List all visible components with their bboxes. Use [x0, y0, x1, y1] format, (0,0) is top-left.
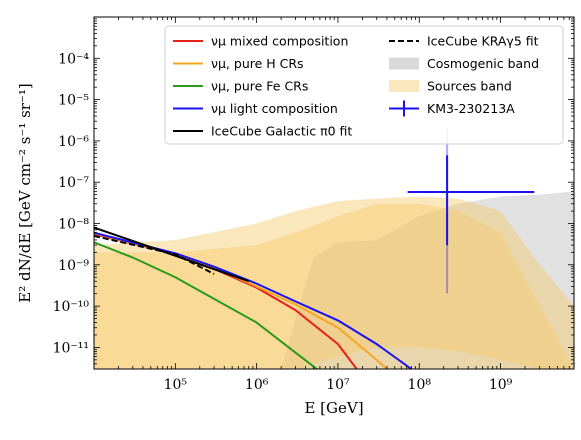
- legend-item-icecube-galactic-0-fit: IceCube Galactic π0 fit: [173, 124, 352, 139]
- band-sources-inner-2: [94, 203, 574, 369]
- y-tick-label: 10⁻⁹: [58, 258, 89, 274]
- legend-item-sources-band: Sources band: [389, 79, 512, 94]
- point-km3-230213a: [407, 128, 535, 294]
- legend-item-light-composition: νμ light composition: [173, 101, 338, 116]
- legend-label: IceCube Galactic π0 fit: [211, 124, 352, 139]
- legend-item-icecube-kra-5-fit: IceCube KRAγ5 fit: [389, 34, 539, 49]
- series-line-pure-fe-crs: [94, 241, 318, 369]
- series-line-light-composition: [94, 231, 412, 369]
- legend: νμ mixed composition νμ, pure H CRs νμ, pu…: [164, 25, 564, 145]
- legend-label: νμ light composition: [211, 101, 338, 116]
- legend-label: νμ mixed composition: [211, 34, 348, 49]
- series-line-icecube-galactic-0-fit: [94, 226, 250, 283]
- legend-box: [164, 25, 564, 145]
- legend-label: IceCube KRAγ5 fit: [427, 34, 539, 49]
- y-tick-label: 10⁻⁶: [58, 134, 89, 150]
- band-cosmogenic-band: [281, 191, 574, 369]
- legend-item-mixed-composition: νμ mixed composition: [173, 34, 348, 49]
- legend-swatch: [389, 57, 419, 70]
- plot-area: [94, 128, 574, 369]
- y-tick-label: 10⁻⁸: [58, 217, 89, 233]
- legend-label: KM3-230213A: [427, 101, 515, 116]
- series-line-icecube-kra-5-fit: [94, 234, 215, 275]
- legend-item-cosmogenic-band: Cosmogenic band: [389, 56, 539, 71]
- legend-item-pure-fe-crs: νμ, pure Fe CRs: [173, 79, 308, 94]
- y-tick-label: 10⁻¹⁰: [53, 299, 90, 315]
- legend-swatch: [389, 80, 419, 92]
- legend-label: Sources band: [427, 79, 512, 94]
- y-tick-label: 10⁻⁵: [58, 93, 89, 109]
- y-axis-label: E² dN/dE [GeV cm⁻² s⁻¹ sr⁻¹]: [16, 83, 34, 303]
- x-tick-label: 10⁸: [408, 377, 432, 393]
- legend-label: Cosmogenic band: [427, 56, 539, 71]
- y-tick-label: 10⁻⁷: [58, 175, 89, 191]
- legend-item-km3-230213a: KM3-230213A: [389, 100, 515, 117]
- legend-label: νμ, pure Fe CRs: [211, 79, 308, 94]
- y-tick-label: 10⁻⁴: [58, 51, 89, 67]
- x-tick-label: 10⁵: [164, 377, 188, 393]
- band-sources-band: [94, 196, 574, 369]
- x-tick-label: 10⁹: [489, 377, 513, 393]
- x-axis-label: E [GeV]: [304, 399, 363, 417]
- x-tick-label: 10⁷: [326, 377, 350, 393]
- y-tick-label: 10⁻¹¹: [53, 340, 89, 356]
- legend-item-pure-h-crs: νμ, pure H CRs: [173, 56, 304, 71]
- legend-label: νμ, pure H CRs: [211, 56, 304, 71]
- x-tick-label: 10⁶: [245, 377, 269, 393]
